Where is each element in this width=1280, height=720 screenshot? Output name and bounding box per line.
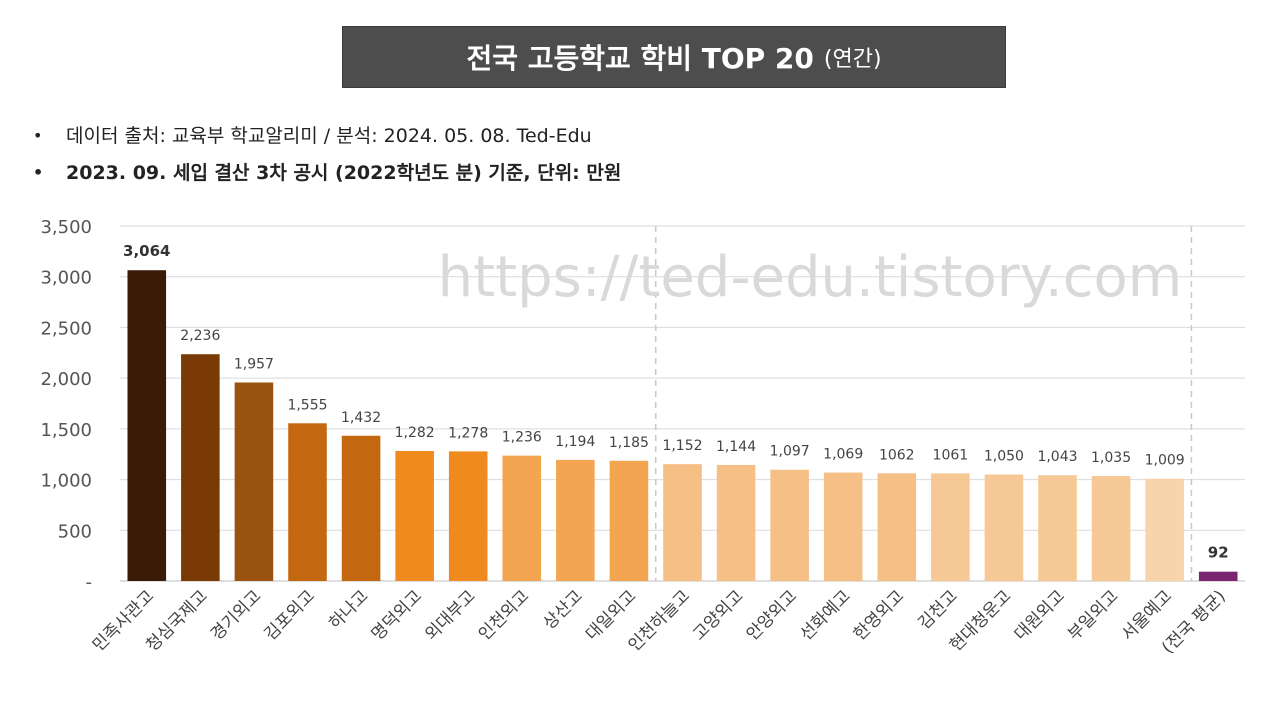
note-basis: • 2023. 09. 세입 결산 3차 공시 (2022학년도 분) 기준, … — [30, 159, 1230, 187]
bar-value-label: 92 — [1208, 544, 1229, 562]
bar — [1145, 478, 1184, 581]
bar — [984, 474, 1024, 581]
bar-value-label: 1,152 — [662, 438, 702, 454]
bar — [502, 455, 542, 581]
bars — [127, 270, 1238, 581]
bar — [234, 382, 274, 581]
category-label: 외대부고 — [421, 586, 479, 644]
y-tick-label: 2,500 — [40, 318, 92, 339]
bar — [288, 423, 327, 581]
bar-value-label: 1,194 — [555, 434, 595, 450]
y-tick-label: 1,500 — [40, 420, 92, 441]
bar-value-label: 3,064 — [123, 242, 170, 260]
bullet-icon: • — [33, 163, 44, 182]
bar-value-label: 1,069 — [823, 447, 863, 463]
separator-layer — [654, 226, 1193, 581]
notes-list: • 데이터 출처: 교육부 학교알리미 / 분석: 2024. 05. 08. … — [30, 122, 1230, 196]
category-label: 명덕외고 — [368, 586, 426, 644]
category-label: 김천고 — [915, 586, 962, 633]
category-label: 대원외고 — [1011, 586, 1069, 644]
category-label: 안양외고 — [743, 586, 801, 644]
bar-value-label: 1,144 — [716, 439, 756, 455]
category-label: 선화예고 — [796, 586, 854, 644]
category-label: 경기외고 — [207, 586, 265, 644]
page-subtitle: (연간) — [823, 47, 882, 72]
bar-value-label: 1,555 — [287, 397, 327, 413]
y-tick-label: - — [86, 572, 93, 593]
y-tick-label: 2,000 — [40, 369, 92, 390]
note-basis-text: 2023. 09. 세입 결산 3차 공시 (2022학년도 분) 기준, 단위… — [66, 162, 622, 184]
bar — [127, 270, 167, 581]
bar — [341, 435, 381, 581]
bar — [931, 473, 970, 581]
bar-value-label: 1,043 — [1037, 449, 1077, 465]
bar — [448, 451, 488, 581]
category-label: 부일외고 — [1064, 586, 1122, 644]
bar — [181, 354, 220, 581]
category-label: 상산고 — [540, 586, 587, 633]
title-box: 전국 고등학교 학비 TOP 20 (연간) — [342, 26, 1006, 88]
bar-value-label: 1,432 — [341, 410, 381, 426]
bar-value-label: 1062 — [879, 447, 915, 463]
bar — [609, 460, 649, 581]
bar-value-label: 1,035 — [1091, 450, 1131, 466]
y-tick-label: 3,000 — [40, 268, 92, 289]
bar — [1198, 571, 1238, 581]
bar-value-label: 1,185 — [609, 435, 649, 451]
y-tick-label: 1,000 — [40, 471, 92, 492]
category-label: 한영외고 — [850, 586, 908, 644]
bar — [1091, 476, 1131, 581]
bar — [395, 450, 434, 581]
category-label: 하나고 — [325, 586, 372, 633]
bar — [1038, 475, 1077, 581]
bar-value-label: 2,236 — [180, 328, 220, 344]
bar-value-label: 1,278 — [448, 425, 488, 441]
bar-value-label: 1,957 — [234, 357, 274, 373]
note-source-text: 데이터 출처: 교육부 학교알리미 / 분석: 2024. 05. 08. Te… — [66, 125, 592, 147]
bar-value-label: 1,236 — [502, 430, 542, 446]
bar-value-label: 1,050 — [984, 449, 1024, 465]
y-axis: - 500 1,000 1,500 2,000 2,500 3,000 3,500 — [40, 217, 92, 593]
bar — [556, 459, 595, 581]
bar — [823, 472, 863, 581]
value-labels: 3,064 2,236 1,957 1,555 1,432 1,282 1,278 1,236… — [123, 242, 1229, 561]
category-label: 고양외고 — [689, 586, 747, 644]
bar-value-label: 1061 — [933, 447, 969, 463]
y-tick-label: 3,500 — [40, 217, 92, 238]
page-title: 전국 고등학교 학비 TOP 20 — [466, 42, 814, 75]
bar — [716, 464, 756, 581]
bar — [663, 464, 702, 581]
bar-value-label: 1,097 — [770, 444, 810, 460]
category-label: 인천외고 — [475, 586, 533, 644]
note-source: • 데이터 출처: 교육부 학교알리미 / 분석: 2024. 05. 08. … — [30, 122, 1230, 150]
bar — [770, 469, 809, 581]
watermark: https://ted-edu.tistory.com — [438, 245, 1183, 310]
y-tick-label: 500 — [58, 521, 92, 542]
bar — [877, 473, 917, 581]
bar-value-label: 1,282 — [395, 425, 435, 441]
bullet-icon: • — [33, 126, 43, 145]
category-label: 김포외고 — [261, 586, 319, 644]
bar-value-label: 1,009 — [1145, 453, 1185, 469]
